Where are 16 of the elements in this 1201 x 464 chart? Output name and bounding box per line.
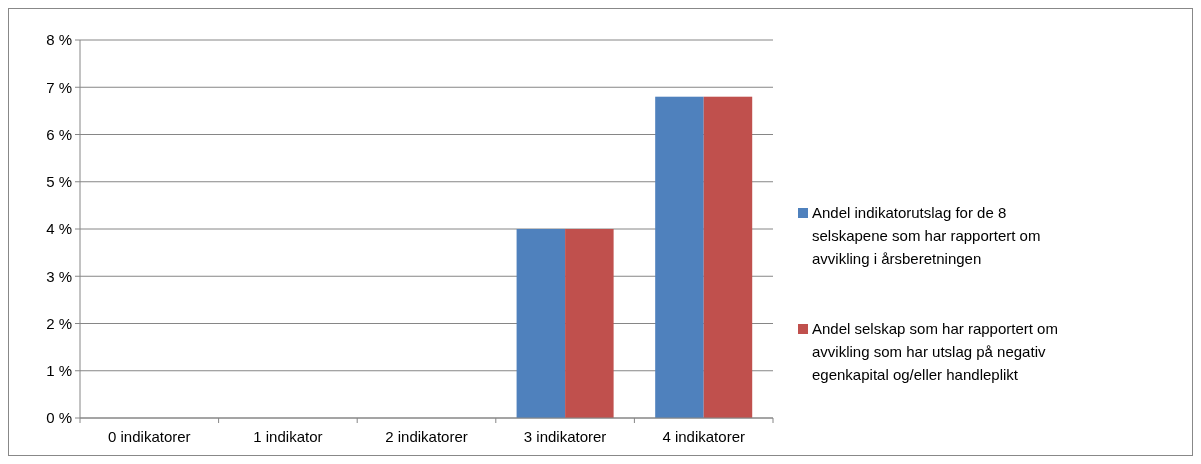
x-tick-label: 0 indikatorer — [108, 428, 191, 445]
x-tick-label: 1 indikator — [253, 428, 323, 445]
x-tick-label: 3 indikatorer — [523, 428, 607, 445]
y-tick-label: 8 % — [46, 31, 72, 49]
y-tick-label: 2 % — [46, 314, 72, 332]
legend-label: Andel selskap som har rapportert om avvikling som har utslag på negativ egenkapital og/eller handleplikt — [812, 320, 1058, 383]
y-tick-label: 7 % — [46, 78, 72, 96]
y-tick-label: 3 % — [46, 267, 72, 285]
y-tick-label: 5 % — [46, 173, 72, 190]
legend-label: Andel indikatorutslag for de 8 selskapene som har rapportert om avvikling i årsberetningen — [812, 204, 1041, 267]
y-tick-label: 6 % — [46, 125, 72, 143]
x-tick-label: 2 indikatorer — [385, 428, 468, 445]
y-tick-label: 0 % — [46, 409, 72, 427]
y-tick-label: 4 % — [46, 220, 72, 238]
x-tick-label: 4 indikatorer — [662, 428, 745, 445]
y-tick-label: 1 % — [46, 362, 72, 379]
